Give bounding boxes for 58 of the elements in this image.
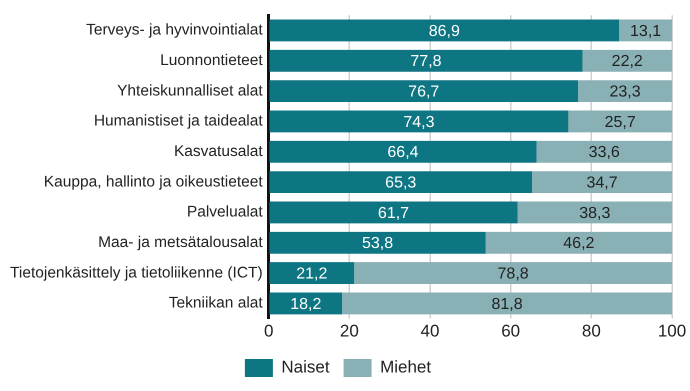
data-label: 22,2	[612, 53, 643, 70]
x-tick-label: 0	[264, 321, 274, 340]
data-label: 61,7	[378, 204, 410, 222]
data-label: 38,3	[579, 204, 610, 222]
data-label: 18,2	[290, 296, 322, 313]
y-tick-label: Maa- ja metsätalousalat	[98, 234, 264, 252]
bar	[269, 80, 578, 102]
data-label: 65,3	[385, 174, 416, 192]
bar	[269, 292, 342, 314]
bar	[518, 202, 672, 224]
bar	[269, 20, 620, 42]
bar	[269, 140, 536, 163]
y-tick-label: Tekniikan alat	[168, 294, 264, 312]
y-tick-label: Luonnontieteet	[160, 52, 264, 70]
data-label: 33,6	[588, 144, 620, 162]
bar	[269, 171, 532, 194]
data-label: 74,3	[403, 114, 435, 131]
bar	[568, 110, 672, 132]
data-label: 53,8	[362, 235, 394, 252]
data-label: 86,9	[428, 22, 460, 40]
bar	[578, 80, 672, 102]
y-tick-label: Yhteiskunnalliset alat	[117, 82, 264, 100]
bar	[342, 292, 672, 314]
y-tick-label: Palvelualat	[186, 204, 264, 221]
data-label: 46,2	[563, 235, 595, 252]
bar	[536, 140, 672, 163]
bar	[354, 262, 672, 284]
legend-label: Miehet	[380, 358, 432, 377]
y-tick-label: Humanistiset ja taidealat	[94, 112, 264, 130]
bar	[619, 20, 672, 42]
data-label: 21,2	[296, 266, 328, 283]
x-tick-label: 60	[501, 321, 520, 340]
y-tick-label: Tietojenkäsittely ja tietoliikenne (ICT)	[10, 264, 263, 282]
data-label: 13,1	[630, 22, 662, 40]
bar	[269, 262, 354, 284]
x-tick-label: 20	[340, 321, 359, 340]
bar	[269, 110, 568, 132]
bar	[269, 202, 518, 224]
x-tick-label: 80	[582, 321, 601, 340]
bar	[582, 50, 672, 72]
y-tick-label: Kasvatusalat	[174, 143, 264, 160]
y-tick-label: Kauppa, hallinto ja oikeustieteet	[44, 173, 264, 190]
legend-label: Naiset	[281, 358, 330, 377]
data-label: 66,4	[387, 144, 419, 162]
bar	[532, 171, 672, 194]
data-label: 34,7	[586, 174, 618, 192]
data-label: 81,8	[491, 296, 523, 313]
bar	[269, 232, 486, 254]
data-label: 77,8	[410, 53, 442, 70]
data-label: 78,8	[498, 266, 529, 283]
data-label: 76,7	[408, 84, 440, 101]
data-label: 25,7	[604, 114, 636, 131]
y-tick-label: Terveys- ja hyvinvointialat	[86, 22, 264, 39]
x-tick-label: 40	[420, 321, 440, 340]
bar	[486, 232, 672, 254]
bar	[269, 50, 582, 72]
x-tick-label: 100	[658, 321, 686, 340]
data-label: 23,3	[609, 84, 641, 101]
